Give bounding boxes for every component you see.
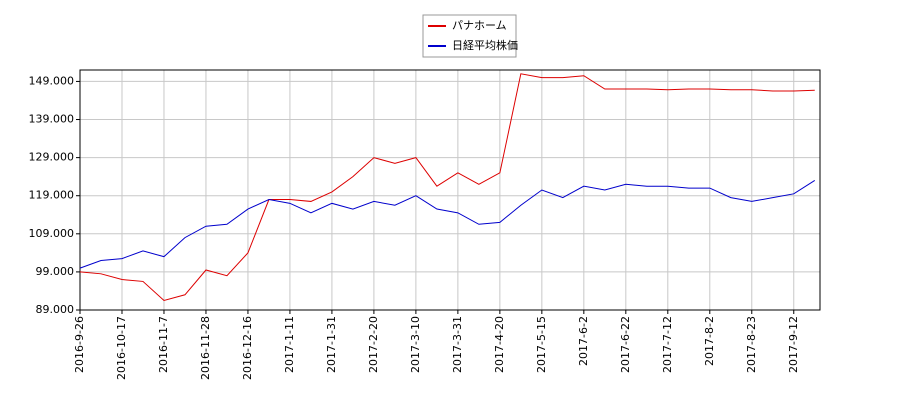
x-tick-label: 2017-5-15 bbox=[535, 316, 548, 373]
y-tick-label: 99.000 bbox=[36, 265, 75, 278]
x-tick-label: 2016-11-28 bbox=[199, 316, 212, 380]
x-tick-label: 2017-6-22 bbox=[619, 316, 632, 373]
plot-border bbox=[79, 69, 821, 311]
x-tick-label: 2016-11-7 bbox=[157, 316, 170, 373]
x-tick-label: 2016-12-16 bbox=[241, 316, 254, 380]
x-tick-label: 2017-8-2 bbox=[703, 316, 716, 366]
legend-label: 日経平均株価 bbox=[452, 38, 518, 52]
plot-area bbox=[80, 70, 820, 310]
x-tick-label: 2016-9-26 bbox=[73, 316, 86, 373]
x-tick-label: 2017-3-10 bbox=[409, 316, 422, 373]
x-tick-label: 2017-3-31 bbox=[451, 316, 464, 373]
series-line bbox=[79, 180, 816, 269]
x-tick-label: 2017-2-20 bbox=[367, 316, 380, 373]
y-tick-label: 119.000 bbox=[29, 189, 75, 202]
y-tick-label: 89.000 bbox=[36, 303, 75, 316]
series-line bbox=[79, 73, 815, 302]
y-tick-label: 109.000 bbox=[29, 227, 75, 240]
y-tick-label: 139.000 bbox=[29, 113, 75, 126]
x-tick-label: 2017-1-31 bbox=[325, 316, 338, 373]
legend-label: パナホーム bbox=[452, 19, 507, 32]
x-tick-label: 2017-4-20 bbox=[493, 316, 506, 373]
x-tick-label: 2017-7-12 bbox=[661, 316, 674, 373]
legend-box bbox=[422, 14, 517, 58]
x-tick-label: 2016-10-17 bbox=[115, 316, 128, 380]
x-tick-label: 2017-6-2 bbox=[577, 316, 590, 366]
x-tick-label: 2017-1-11 bbox=[283, 316, 296, 373]
y-tick-label: 129.000 bbox=[29, 151, 75, 164]
x-tick-label: 2017-9-12 bbox=[787, 316, 800, 373]
x-tick-label: 2017-8-23 bbox=[745, 316, 758, 373]
y-tick-label: 149.000 bbox=[29, 74, 75, 87]
